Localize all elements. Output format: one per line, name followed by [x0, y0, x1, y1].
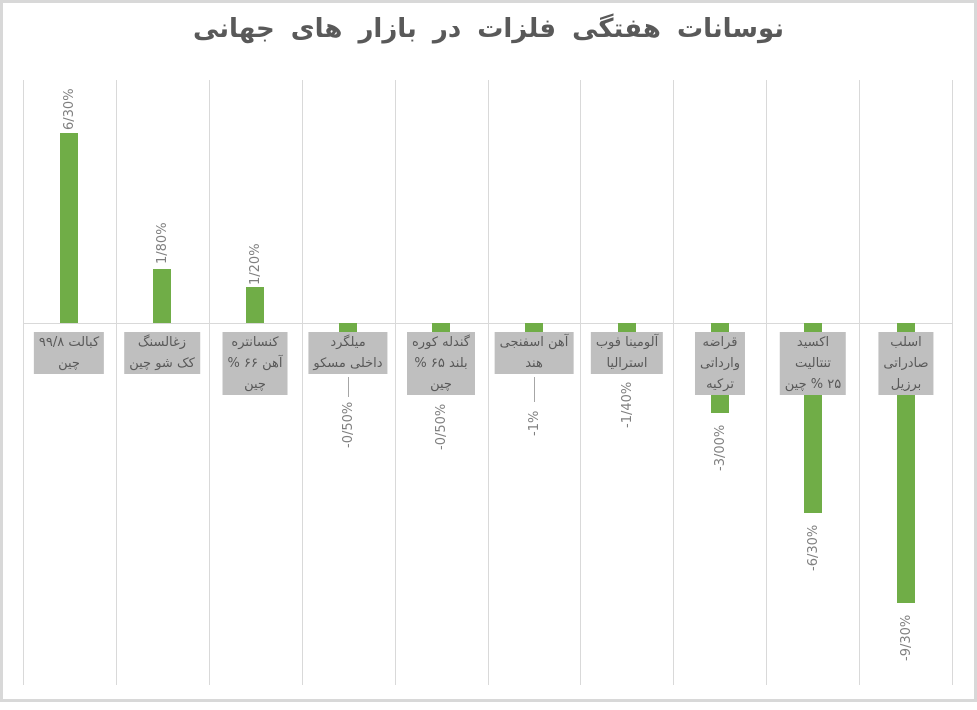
bar-value-label: 1/80%: [155, 222, 170, 264]
category-label: میلگرد داخلی مسکو: [308, 332, 388, 374]
gridline: [209, 80, 210, 685]
gridline: [488, 80, 489, 685]
gridline: [952, 80, 953, 685]
category-label: کبالت ۹۹/۸ چین: [33, 332, 105, 374]
gridline: [23, 80, 24, 685]
gridline: [766, 80, 767, 685]
category-label: زغالسنگ کک شو چین: [124, 332, 200, 374]
category-label: آلومینا فوب استرالیا: [590, 332, 664, 374]
category-label: گندله کوره بلند ۶۵ % چین: [407, 332, 475, 395]
leader-line: [534, 377, 535, 402]
gridline: [395, 80, 396, 685]
bar-value-label: -1/40%: [620, 381, 635, 428]
gridline: [116, 80, 117, 685]
bar: [246, 287, 264, 323]
bar: [153, 269, 171, 323]
bar-value-label: -3/00%: [713, 424, 728, 471]
gridline: [859, 80, 860, 685]
bar-value-label: 1/20%: [248, 243, 263, 285]
bar-value-label: -0/50%: [434, 403, 449, 450]
chart-title: نوسانات هفتگی فلزات در بازار های جهانی: [192, 14, 785, 44]
x-axis-line: [23, 323, 952, 324]
category-label: اکسید تنتالیت ۲۵ % چین: [779, 332, 847, 395]
gridline: [673, 80, 674, 685]
category-label: کنسانتره آهن ۶۶ % چین: [222, 332, 288, 395]
category-label: آهن اسفنجی هند: [494, 332, 574, 374]
category-label: قراضه وارداتی ترکیه: [694, 332, 746, 395]
bar-value-label: 6/30%: [62, 88, 77, 130]
leader-line: [348, 377, 349, 397]
bar-value-label: -0/50%: [341, 401, 356, 448]
bar-value-label: -9/30%: [899, 614, 914, 661]
bar-value-label: -6/30%: [806, 524, 821, 571]
bar-value-label: -1%: [527, 410, 542, 436]
gridline: [302, 80, 303, 685]
gridline: [580, 80, 581, 685]
category-label: اسلب صادراتی برزیل: [878, 332, 934, 395]
bar: [60, 133, 78, 323]
